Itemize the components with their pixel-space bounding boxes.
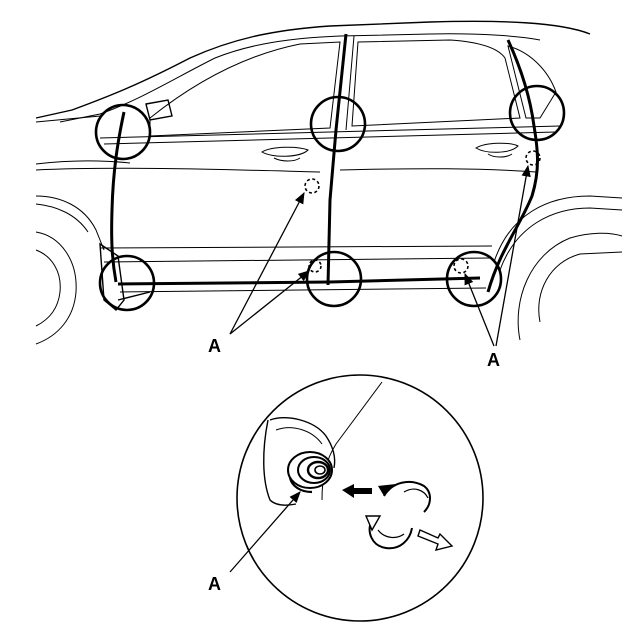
clip-marker-front-door bbox=[304, 178, 320, 194]
rotate-arrow-icon bbox=[364, 480, 431, 550]
leader-arrow-left-a-lower bbox=[229, 270, 310, 335]
leader-arrow-left-a-upper bbox=[229, 191, 305, 335]
vehicle-side-view bbox=[35, 20, 623, 345]
molding-clip bbox=[287, 451, 333, 494]
detail-circle-b-pillar-upper bbox=[309, 95, 367, 153]
leader-arrow-right-a-lower bbox=[464, 272, 495, 347]
detail-circle-rear-lower bbox=[445, 250, 503, 308]
detail-circle-front-upper bbox=[94, 103, 152, 161]
leader-arrow-right-a-upper bbox=[495, 164, 531, 347]
detail-view-frame bbox=[236, 374, 484, 622]
detail-circle-rear-upper bbox=[508, 84, 566, 142]
push-direction-icon bbox=[342, 484, 372, 498]
clip-marker-rear-door bbox=[525, 150, 541, 166]
leader-arrow-detail-a bbox=[229, 491, 301, 573]
pull-direction-icon bbox=[417, 529, 454, 551]
detail-circle-front-lower bbox=[98, 254, 156, 312]
callout-label-detail-a: A bbox=[208, 574, 221, 594]
callout-label-left-a: A bbox=[208, 336, 221, 356]
clip-marker-rocker-center bbox=[308, 259, 322, 273]
detail-view bbox=[229, 374, 484, 622]
clip-marker-rocker-rear bbox=[453, 258, 469, 274]
callout-label-right-a: A bbox=[487, 350, 500, 370]
